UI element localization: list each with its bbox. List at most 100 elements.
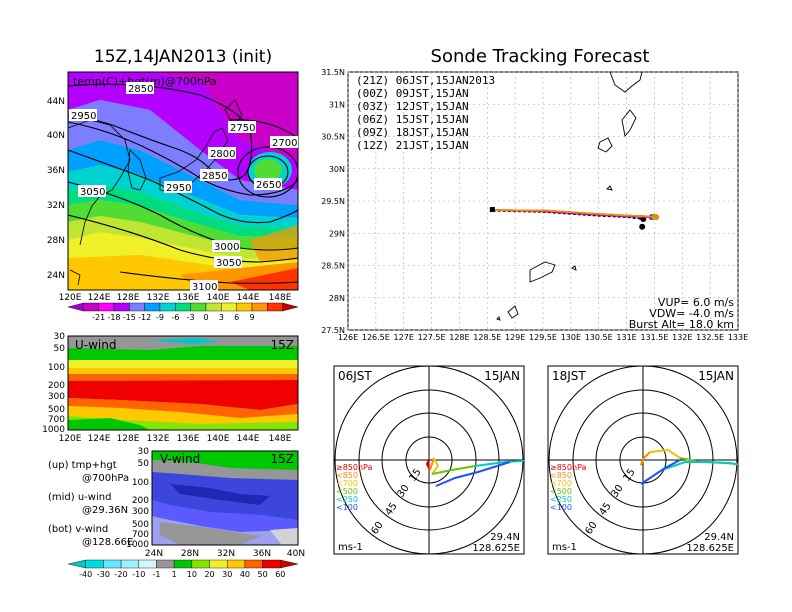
temperature-map-panel: temp(C)+hgt(m)@700hPa 2850 2950 2750 270… — [47, 71, 299, 303]
p-tick: 100 — [132, 478, 149, 488]
lat-tick: 31N — [329, 100, 345, 109]
legend-entry: (21Z) 06JST,15JAN2013 — [356, 74, 495, 87]
colorbar-label: 0 — [203, 313, 208, 322]
level-legend: <500 — [336, 487, 358, 496]
lon-tick: 131E — [616, 333, 636, 342]
lat-tick: 30.5N — [321, 133, 345, 142]
colorbar-label: 50 — [258, 570, 268, 579]
colorbar-swatch — [236, 302, 253, 312]
lat-tick: 36N — [253, 549, 271, 559]
colorbar-swatch — [280, 559, 299, 569]
p-tick: 700 — [132, 530, 149, 540]
colorbar-label: 3 — [219, 313, 224, 322]
level-legend: <850 — [336, 471, 358, 480]
hodograph-right: 18JST 15JAN15304560≥850hPa<850<700<500<25… — [547, 365, 739, 555]
lon-tick: 144E — [237, 293, 260, 303]
colorbar-label: -20 — [115, 570, 128, 579]
lon-tick: 131.5E — [640, 333, 668, 342]
colorbar-label: 1 — [172, 570, 177, 579]
level-legend: <700 — [550, 479, 572, 488]
lon-tick: 148E — [269, 293, 292, 303]
tracking-params: VUP= 6.0 m/s VDW= -4.0 m/s Burst Alt= 18… — [629, 296, 735, 331]
colorbar-swatch — [83, 302, 99, 312]
launch-point — [489, 207, 495, 213]
p-tick: 50 — [54, 344, 66, 354]
p-tick: 1000 — [42, 425, 65, 435]
colorbar-label: -18 — [107, 313, 120, 322]
colorbar-label: -1 — [152, 570, 160, 579]
hodograph-left: 06JST 15JAN15304560≥850hPa<850<700<500<25… — [333, 365, 525, 555]
contour-label: 2850 — [202, 171, 227, 182]
legend-entry: (03Z) 12JST,15JAN — [356, 100, 469, 113]
colorbar-swatch — [159, 302, 176, 312]
colorbar-swatch — [129, 302, 145, 312]
colorbar-label: -3 — [187, 313, 195, 322]
contour-label: 2800 — [210, 149, 235, 160]
legend-entry: (06Z) 15JST,15JAN — [356, 113, 469, 126]
burst-text: Burst Alt= 18.0 km — [629, 318, 734, 331]
lon-tick: 136E — [177, 293, 200, 303]
contour-label: 2850 — [128, 84, 153, 95]
u-wind-label: U-wind — [75, 338, 116, 352]
level-legend: <250 — [336, 495, 358, 504]
contour-label: 2650 — [256, 180, 281, 191]
contour-labels: 2850 2950 2750 2700 2800 2850 2650 3050 … — [69, 82, 298, 293]
colorbar-swatch — [67, 559, 86, 569]
colorbar-label: 30 — [222, 570, 232, 579]
level-legend: <700 — [336, 479, 358, 488]
lon-tick: 128.5E — [473, 333, 501, 342]
lon-tick: 120E — [59, 434, 82, 444]
lon-tick: 132E — [672, 333, 692, 342]
tracking-legend: (21Z) 06JST,15JAN2013 (00Z) 09JST,15JAN … — [356, 74, 495, 152]
colorbar-swatch — [98, 302, 115, 312]
p-tick: 300 — [48, 392, 65, 402]
right-title: Sonde Tracking Forecast — [431, 46, 650, 67]
p-tick: 1000 — [126, 540, 149, 550]
lon-tick: 130E — [561, 333, 581, 342]
colorbar-swatch — [221, 302, 237, 312]
contour-label: 2700 — [272, 138, 297, 149]
lat-tick: 24N — [47, 271, 65, 281]
colorbar-label: 20 — [204, 570, 214, 579]
lon-tick: 124E — [88, 293, 111, 303]
colorbar-label: -6 — [171, 313, 179, 322]
colorbar-swatch — [267, 302, 283, 312]
tracking-panel: 31.5N31N30.5N30N29.5N29N28.5N28N27.5N126… — [321, 68, 748, 342]
vdw-text: VDW= -4.0 m/s — [649, 307, 734, 320]
units-label: ms-1 — [552, 542, 577, 553]
colorbar-label: -40 — [79, 570, 92, 579]
lat-tick: 32N — [47, 201, 65, 211]
lon-tick: 126.5E — [362, 333, 390, 342]
hodograph-lat: 29.4N — [704, 532, 734, 543]
colorbar-swatch — [120, 559, 139, 569]
lon-tick: 133E — [728, 333, 748, 342]
v-wind-label: V-wind — [160, 452, 200, 466]
hodograph-time: 18JST — [552, 369, 586, 383]
lon-tick: 128E — [117, 434, 140, 444]
colorbar-swatch — [251, 302, 268, 312]
lat-tick: 24N — [145, 549, 163, 559]
lat-tick: 28N — [47, 236, 65, 246]
left-title: 15Z,14JAN2013 (init) — [94, 47, 272, 67]
sonde-tracks — [489, 207, 660, 230]
track-line — [492, 209, 657, 218]
colorbar-label: -10 — [132, 570, 145, 579]
lat-tick: 36N — [47, 166, 65, 176]
contour-label: 3050 — [80, 187, 105, 198]
lat-tick: 40N — [47, 131, 65, 141]
contour-label: 2950 — [71, 111, 96, 122]
p-tick: 700 — [48, 415, 65, 425]
level-legend: ≥850hPa — [336, 463, 373, 472]
colorbar-label: -21 — [92, 313, 105, 322]
colorbar-swatch — [191, 559, 210, 569]
hodograph-date: 15JAN — [698, 369, 734, 383]
legend-entry: (12Z) 21JST,15JAN — [356, 139, 469, 152]
colorbar-label: -9 — [156, 313, 164, 322]
note-up: (up) tmp+hgt — [48, 460, 117, 471]
u-wind-panel: U-wind 15Z 30 50 100 200 300 500 700 100… — [42, 332, 299, 444]
p-tick: 50 — [138, 459, 150, 469]
lat-tick: 32N — [217, 549, 235, 559]
vup-text: VUP= 6.0 m/s — [658, 296, 734, 309]
lat-tick: 30N — [329, 165, 345, 174]
p-tick: 300 — [132, 507, 149, 517]
